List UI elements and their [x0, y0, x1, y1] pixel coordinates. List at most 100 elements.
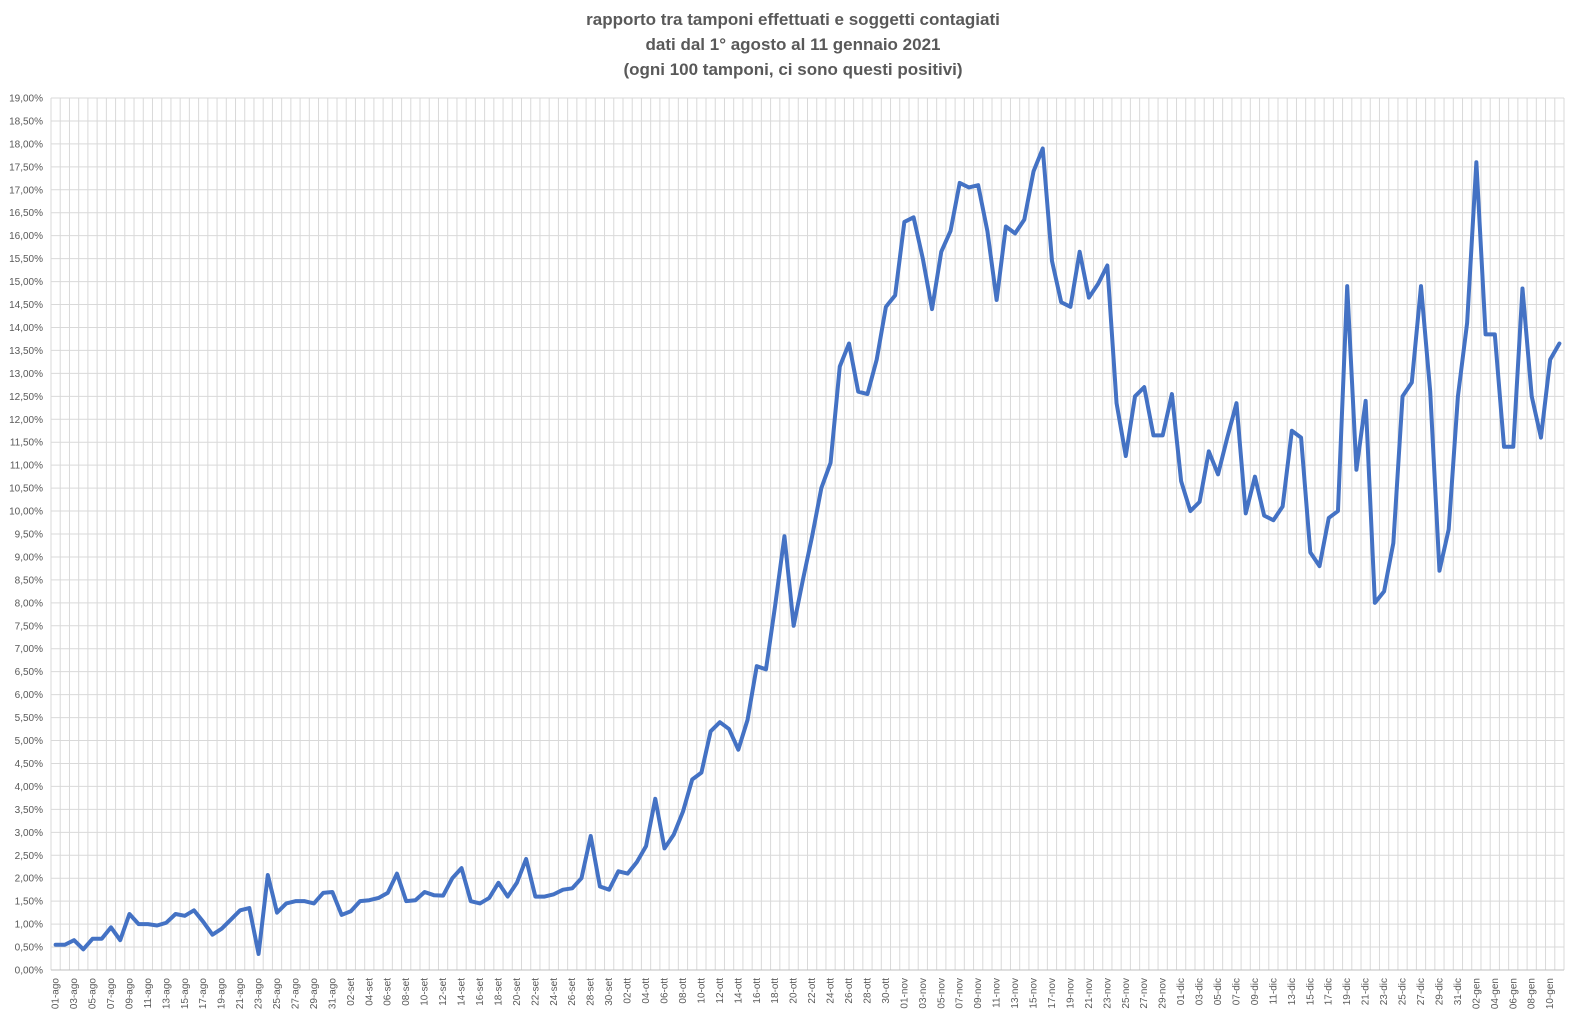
x-tick-label: 16-ott [752, 978, 763, 1004]
series-layer [53, 146, 1562, 956]
x-tick-label: 23-ago [254, 978, 265, 1010]
x-tick-label: 24-set [549, 978, 560, 1006]
y-tick-label: 19,00% [9, 94, 43, 105]
x-tick-label: 10-ott [696, 978, 707, 1004]
x-tick-label: 08-ott [678, 978, 689, 1004]
grid [50, 97, 1565, 971]
y-tick-label: 0,50% [15, 943, 43, 954]
x-tick-label: 03-nov [918, 978, 929, 1009]
x-tick-label: 11-ago [143, 978, 154, 1009]
x-tick-label: 18-ott [770, 978, 781, 1004]
x-tick-label: 27-nov [1139, 978, 1150, 1009]
x-tick-label: 04-ott [641, 978, 652, 1004]
y-tick-label: 11,00% [10, 461, 43, 472]
x-tick-label: 25-dic [1398, 978, 1409, 1005]
chart-title-line-3: (ogni 100 tamponi, ci sono questi positi… [623, 60, 963, 79]
x-tick-label: 13-dic [1287, 978, 1298, 1005]
x-tick-label: 19-nov [1065, 978, 1076, 1009]
y-tick-label: 7,00% [15, 644, 43, 655]
y-tick-label: 11,50% [10, 438, 43, 449]
x-tick-label: 28-ott [862, 978, 873, 1004]
y-tick-label: 16,00% [9, 231, 43, 242]
y-tick-label: 14,50% [9, 300, 43, 311]
y-axis-ticks: 0,00% 0,50% 1,00% 1,50% 2,00% 2,50% 3,00% 3,50%… [9, 94, 43, 977]
x-tick-label: 09-ago [124, 978, 135, 1010]
y-tick-label: 8,50% [15, 575, 43, 586]
y-tick-label: 9,00% [15, 552, 43, 563]
y-tick-label: 9,50% [15, 530, 43, 541]
y-tick-label: 7,50% [15, 621, 43, 632]
y-tick-label: 5,50% [15, 713, 43, 724]
x-tick-label: 09-dic [1250, 978, 1261, 1005]
x-tick-label: 26-ott [844, 978, 855, 1004]
x-tick-label: 23-dic [1379, 978, 1390, 1005]
y-tick-label: 1,50% [15, 897, 43, 908]
x-tick-label: 25-nov [1121, 978, 1132, 1009]
y-tick-label: 12,00% [9, 415, 43, 426]
y-tick-label: 10,50% [9, 484, 43, 495]
x-tick-label: 29-dic [1434, 978, 1445, 1005]
x-tick-label: 20-ott [789, 978, 800, 1004]
x-tick-label: 04-gen [1490, 978, 1501, 1009]
x-tick-label: 18-set [493, 978, 504, 1006]
y-tick-label: 18,00% [9, 139, 43, 150]
y-tick-label: 0,00% [15, 966, 43, 977]
x-tick-label: 15-nov [1029, 978, 1040, 1009]
x-tick-label: 20-set [512, 978, 523, 1006]
y-tick-label: 4,50% [15, 759, 43, 770]
x-tick-label: 10-set [420, 978, 431, 1006]
x-tick-label: 12-set [438, 978, 449, 1006]
x-tick-label: 21-nov [1084, 978, 1095, 1009]
y-tick-label: 2,00% [15, 874, 43, 885]
y-tick-label: 3,00% [15, 828, 43, 839]
chart-title-line-1: rapporto tra tamponi effettuati e sogget… [586, 10, 1000, 29]
x-tick-label: 14-ott [733, 978, 744, 1004]
x-tick-label: 21-ago [235, 978, 246, 1010]
x-tick-label: 24-ott [826, 978, 837, 1004]
y-tick-label: 17,00% [9, 185, 43, 196]
x-tick-label: 17-nov [1047, 978, 1058, 1009]
x-tick-label: 05-dic [1213, 978, 1224, 1005]
x-tick-label: 02-set [346, 978, 357, 1006]
x-tick-label: 25-ago [272, 978, 283, 1010]
chart-title-line-2: dati dal 1° agosto al 11 gennaio 2021 [645, 35, 941, 54]
x-tick-label: 09-nov [973, 978, 984, 1009]
x-axis-ticks: 01-ago 03-ago 05-ago 07-ago 09-ago 11-ago 13-a… [51, 978, 1557, 1010]
x-tick-label: 30-set [604, 978, 615, 1006]
x-tick-label: 01-ago [51, 978, 62, 1010]
x-tick-label: 05-nov [936, 978, 947, 1009]
y-tick-label: 13,50% [9, 346, 43, 357]
y-tick-label: 8,00% [15, 598, 43, 609]
y-tick-label: 10,00% [9, 507, 43, 518]
y-tick-label: 16,50% [9, 208, 43, 219]
x-tick-label: 01-dic [1176, 978, 1187, 1005]
x-tick-label: 26-set [567, 978, 578, 1006]
x-tick-label: 29-ago [309, 978, 320, 1010]
x-tick-label: 12-ott [715, 978, 726, 1004]
y-tick-label: 17,50% [9, 162, 43, 173]
x-tick-label: 03-ago [69, 978, 80, 1010]
x-tick-label: 06-gen [1508, 978, 1519, 1009]
x-tick-label: 15-dic [1305, 978, 1316, 1005]
y-tick-label: 14,00% [9, 323, 43, 334]
y-tick-label: 13,00% [9, 369, 43, 380]
x-tick-label: 22-ott [807, 978, 818, 1004]
y-tick-label: 3,50% [15, 805, 43, 816]
y-tick-label: 15,50% [9, 254, 43, 265]
x-tick-label: 17-ago [198, 978, 209, 1010]
x-tick-label: 30-ott [881, 978, 892, 1004]
x-tick-label: 06-ott [660, 978, 671, 1004]
y-tick-label: 4,00% [15, 782, 43, 793]
x-tick-label: 28-set [586, 978, 597, 1006]
x-tick-label: 21-dic [1361, 978, 1372, 1005]
x-tick-label: 17-dic [1324, 978, 1335, 1005]
x-tick-label: 07-dic [1231, 978, 1242, 1005]
x-tick-label: 02-gen [1471, 978, 1482, 1009]
x-tick-label: 11-nov [992, 978, 1003, 1008]
x-tick-label: 19-ago [217, 978, 228, 1010]
x-tick-label: 07-ago [106, 978, 117, 1010]
x-tick-label: 06-set [383, 978, 394, 1006]
x-tick-label: 08-gen [1527, 978, 1538, 1009]
